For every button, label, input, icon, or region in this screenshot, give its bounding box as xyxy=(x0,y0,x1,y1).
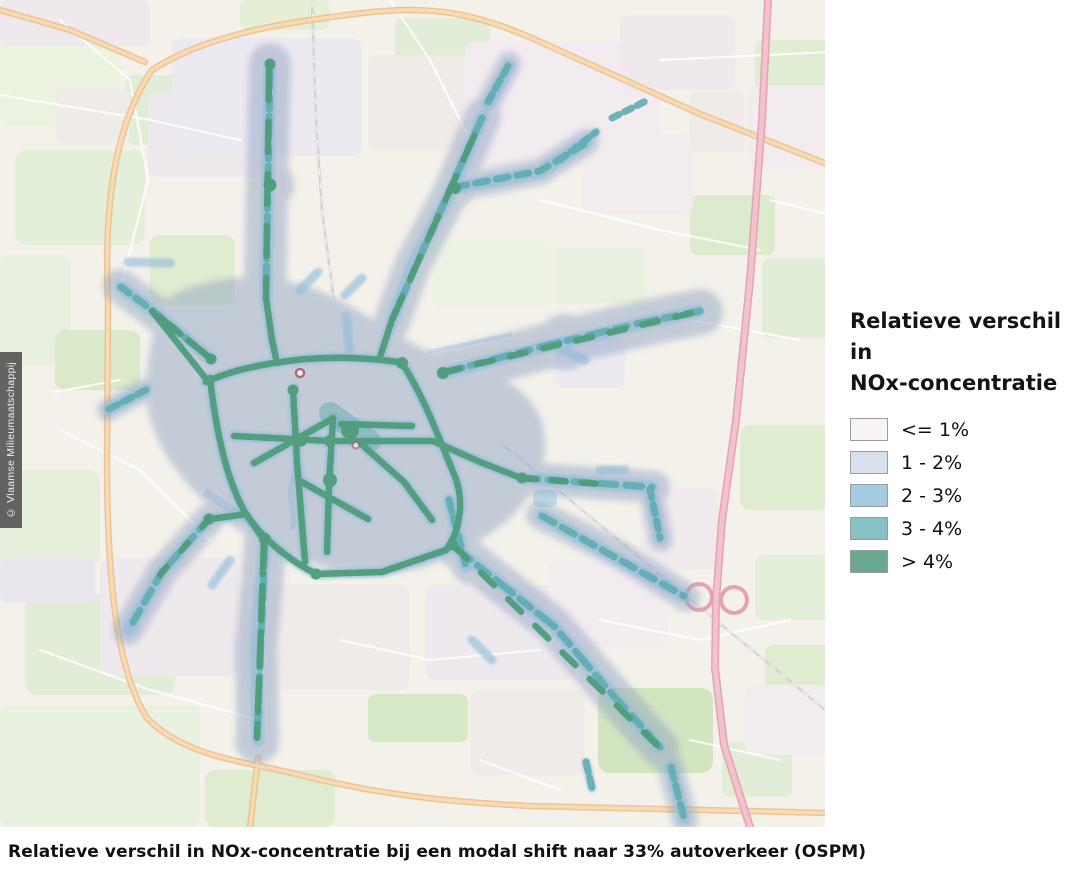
legend-item: 1 - 2% xyxy=(850,446,1075,479)
map-attribution-badge: © Vlaamse Milieumaatschappij xyxy=(0,352,22,528)
ring-road-orange xyxy=(0,6,825,827)
nox-difference-map xyxy=(0,0,825,827)
legend-item: > 4% xyxy=(850,545,1075,578)
attribution-text: © Vlaamse Milieumaatschappij xyxy=(5,361,17,519)
legend-swatch xyxy=(850,418,888,441)
road-junction-dots xyxy=(203,58,528,580)
overlay-road-gt4 xyxy=(146,58,700,750)
legend-items: <= 1% 1 - 2% 2 - 3% 3 - 4% > 4% xyxy=(850,413,1075,578)
legend-label: > 4% xyxy=(901,550,954,573)
legend-item: 2 - 3% xyxy=(850,479,1075,512)
minor-roads xyxy=(0,0,825,791)
legend-swatch xyxy=(850,484,888,507)
legend-swatch xyxy=(850,451,888,474)
legend-label: 3 - 4% xyxy=(901,517,963,540)
figure-caption: Relatieve verschil in NOx-concentratie b… xyxy=(8,842,867,862)
motorway-interchange-loop xyxy=(719,585,749,615)
legend-item: 3 - 4% xyxy=(850,512,1075,545)
poi-marker xyxy=(294,367,361,450)
legend-label: <= 1% xyxy=(901,418,970,441)
legend-swatch xyxy=(850,550,888,573)
legend-title-line1: Relatieve verschil in xyxy=(850,309,1062,364)
motorway-pink xyxy=(684,0,772,827)
legend-title-line2: NOx-concentratie xyxy=(850,371,1058,395)
map-canvas xyxy=(0,0,825,827)
legend-panel: Relatieve verschil in NOx-concentratie <… xyxy=(850,306,1075,578)
legend-label: 1 - 2% xyxy=(901,451,963,474)
legend-title: Relatieve verschil in NOx-concentratie xyxy=(850,306,1075,399)
legend-swatch xyxy=(850,517,888,540)
legend-item: <= 1% xyxy=(850,413,1075,446)
legend-label: 2 - 3% xyxy=(901,484,963,507)
